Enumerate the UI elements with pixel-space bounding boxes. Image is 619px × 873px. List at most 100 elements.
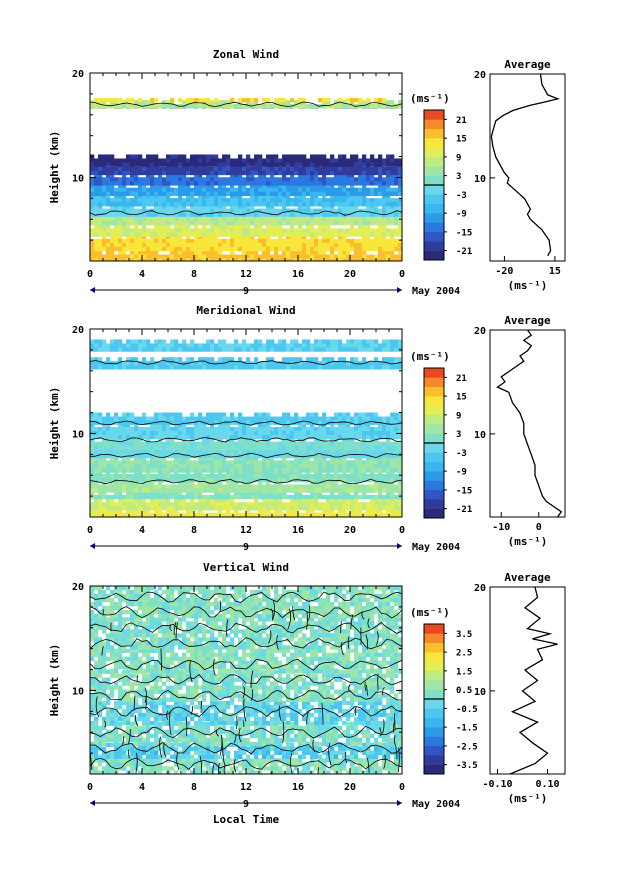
heatmap-cell: [338, 412, 343, 417]
heatmap-cell: [246, 420, 251, 425]
heatmap-cell: [110, 234, 115, 240]
heatmap-cell: [218, 420, 223, 425]
heatmap-cell: [138, 238, 143, 244]
heatmap-cell: [142, 420, 147, 425]
heatmap-cell: [382, 187, 387, 193]
heatmap-cell: [290, 198, 295, 203]
heatmap-cell: [114, 484, 119, 489]
heatmap-cell: [318, 158, 323, 163]
heatmap-cell: [262, 437, 267, 442]
heatmap-cell: [90, 187, 95, 193]
heatmap-cell: [118, 212, 123, 217]
heatmap-cell: [242, 494, 247, 500]
heatmap-cell: [206, 170, 211, 176]
heatmap-cell: [230, 228, 235, 233]
heatmap-cell: [346, 194, 351, 199]
heatmap-cell: [222, 512, 227, 517]
heatmap-cell: [126, 224, 131, 229]
heatmap-cell: [374, 412, 379, 417]
heatmap-cell: [342, 187, 347, 193]
heatmap-cell: [162, 506, 167, 511]
heatmap-cell: [314, 456, 319, 461]
heatmap-cell: [202, 494, 207, 500]
heatmap-cell: [290, 502, 295, 507]
heatmap-cell: [186, 480, 191, 485]
heatmap-cell: [202, 441, 207, 446]
heatmap-cell: [346, 494, 351, 500]
heatmap-cell: [262, 474, 267, 479]
heatmap-cell: [162, 191, 167, 197]
heatmap-cell: [326, 416, 331, 421]
heatmap-cell: [134, 423, 139, 428]
heatmap-cell: [350, 468, 355, 473]
heatmap-cell: [114, 234, 119, 240]
heatmap-cell: [266, 361, 271, 366]
heatmap-cell: [122, 460, 127, 465]
heatmap-cell: [182, 441, 187, 446]
heatmap-cell: [174, 202, 179, 207]
heatmap-cell: [198, 416, 203, 421]
heatmap-cell: [250, 187, 255, 193]
heatmap-cell: [106, 464, 111, 469]
heatmap-cell: [222, 204, 227, 209]
heatmap-cell: [106, 435, 111, 440]
heatmap-cell: [350, 104, 355, 109]
heatmap-cell: [326, 162, 331, 167]
heatmap-cell: [142, 506, 147, 511]
heatmap-cell: [206, 104, 211, 109]
heatmap-cell: [382, 254, 387, 259]
heatmap-cell: [346, 232, 351, 237]
heatmap-cell: [162, 212, 167, 217]
heatmap-cell: [218, 449, 223, 455]
heatmap-cell: [114, 339, 119, 344]
heatmap-cell: [270, 441, 275, 446]
heatmap-cell: [126, 441, 131, 446]
heatmap-cell: [342, 512, 347, 517]
heatmap-cell: [322, 456, 327, 461]
heatmap-cell: [162, 208, 167, 213]
heatmap-cell: [298, 234, 303, 240]
heatmap-cell: [366, 258, 371, 261]
heatmap-cell: [158, 464, 163, 469]
heatmap-cell: [162, 357, 167, 362]
heatmap-cell: [354, 508, 359, 513]
heatmap-cell: [106, 416, 111, 421]
heatmap-cell: [158, 254, 163, 259]
heatmap-cell: [170, 437, 175, 442]
heatmap-cell: [286, 435, 291, 440]
heatmap-cell: [302, 464, 307, 469]
heatmap-cell: [386, 435, 391, 440]
heatmap-cell: [138, 191, 143, 197]
heatmap-cell: [258, 238, 263, 244]
heatmap-cell: [338, 173, 343, 178]
heatmap-cell: [278, 104, 283, 109]
heatmap-cell: [226, 498, 231, 503]
heatmap-cell: [210, 339, 215, 344]
heatmap-cell: [370, 187, 375, 193]
heatmap-cell: [166, 494, 171, 500]
heatmap-cell: [294, 216, 299, 222]
heatmap-cell: [190, 365, 195, 370]
heatmap-cell: [238, 423, 243, 428]
heatmap-cell: [394, 464, 399, 469]
heatmap-cell: [282, 232, 287, 237]
heatmap-cell: [122, 224, 127, 229]
heatmap-cell: [222, 423, 227, 428]
heatmap-cell: [318, 456, 323, 461]
heatmap-cell: [370, 228, 375, 233]
heatmap-cell: [330, 502, 335, 507]
heatmap-cell: [186, 464, 191, 469]
heatmap-cell: [166, 478, 171, 483]
heatmap-cell: [154, 166, 159, 172]
heatmap-cell: [182, 423, 187, 428]
heatmap-cell: [350, 232, 355, 237]
heatmap-cell: [338, 158, 343, 163]
heatmap-cell: [238, 177, 243, 182]
heatmap-cell: [250, 441, 255, 446]
heatmap-cell: [274, 494, 279, 500]
heatmap-cell: [214, 435, 219, 440]
heatmap-cell: [354, 98, 359, 103]
heatmap-cell: [334, 480, 339, 485]
heatmap-cell: [198, 456, 203, 461]
heatmap-cell: [138, 242, 143, 248]
